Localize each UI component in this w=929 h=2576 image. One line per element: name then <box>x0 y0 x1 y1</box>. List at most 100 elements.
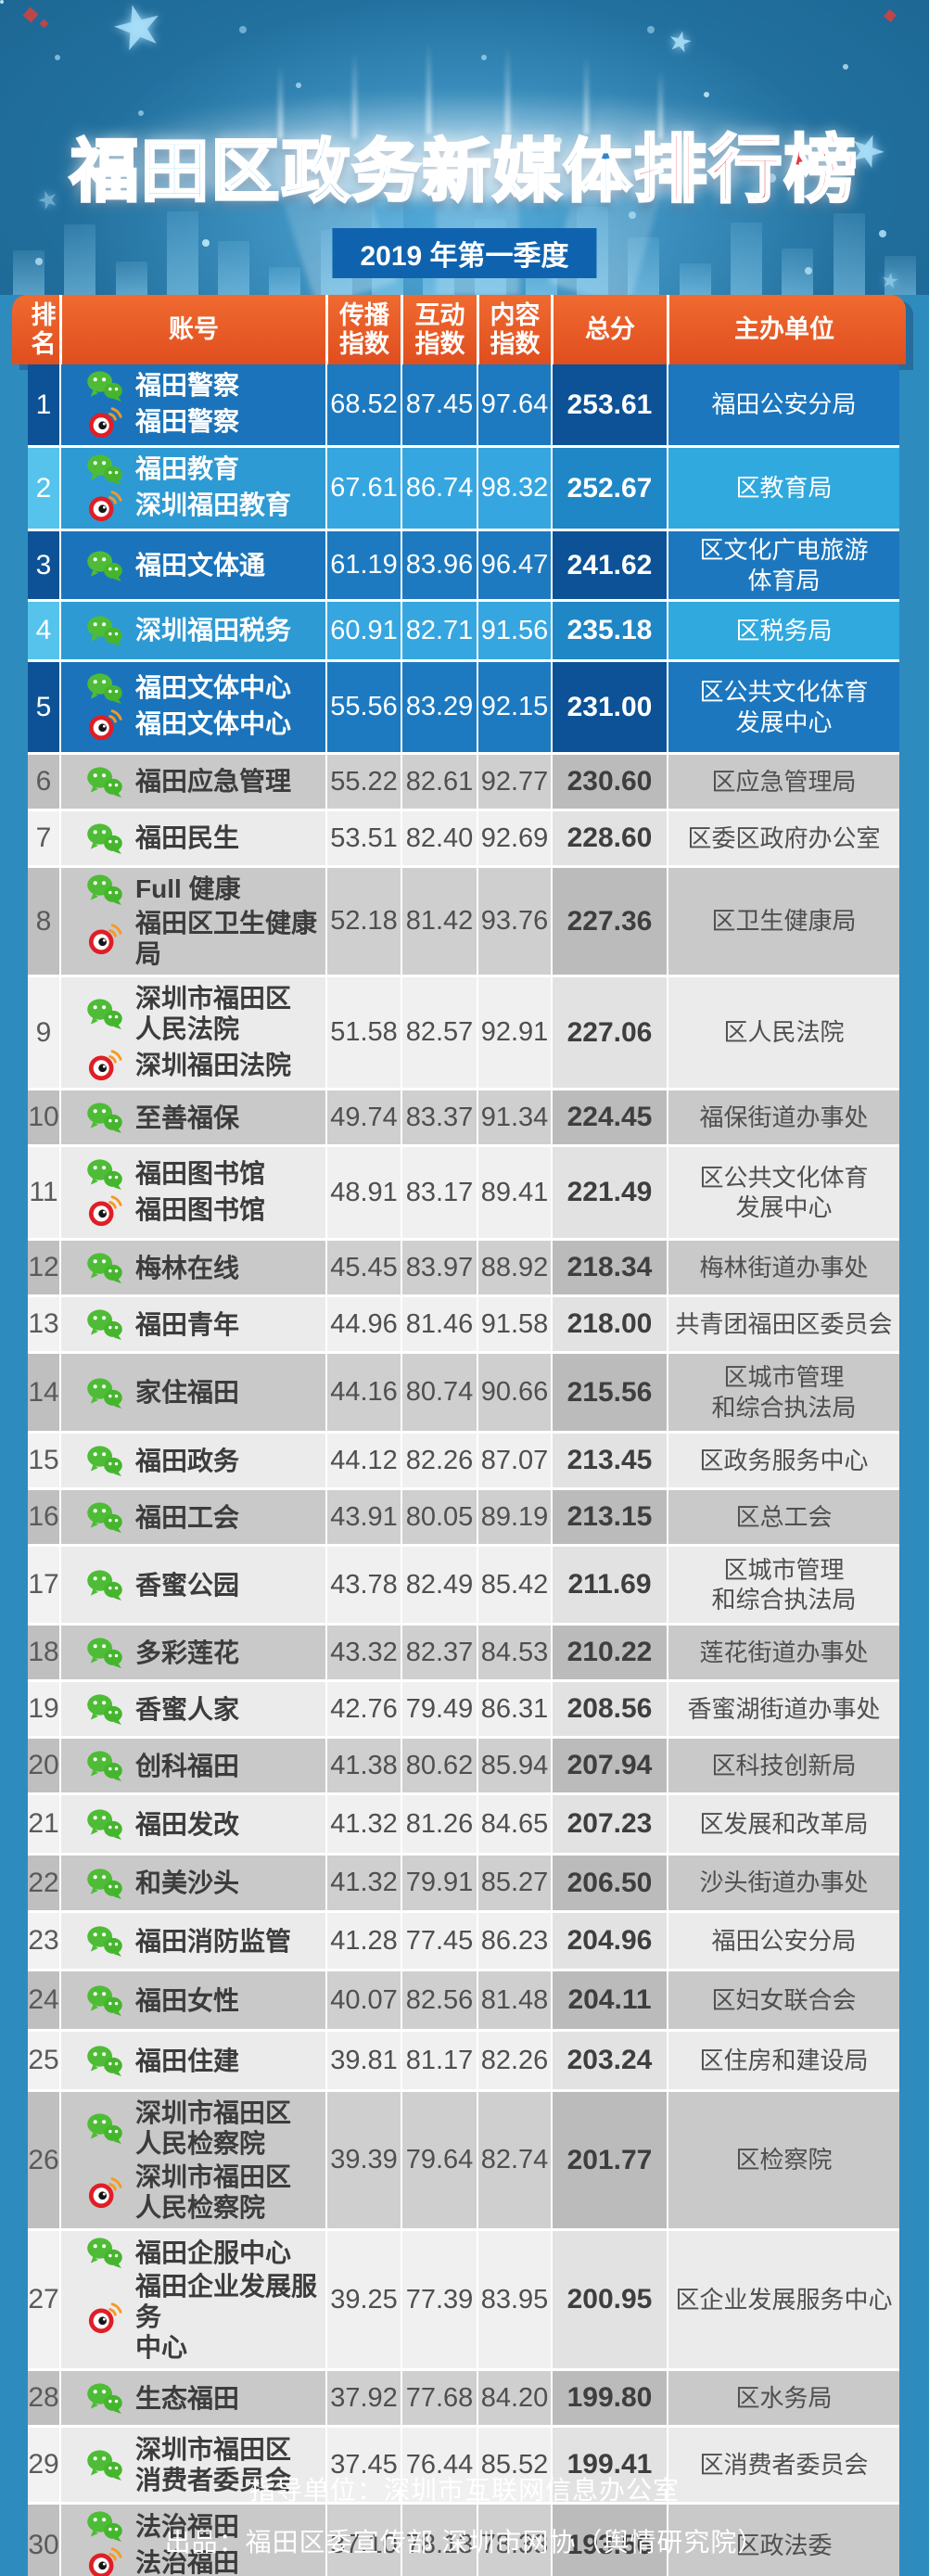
content-index-cell: 85.94 <box>477 1739 551 1793</box>
organizer-cell: 区消费者委员会 <box>667 2428 899 2503</box>
title-ranking: 排行榜 <box>632 127 859 212</box>
wechat-icon <box>85 550 124 581</box>
table-row: 2 福田教育 深圳福田教育 67.61 86.74 98.32 252.67 区教育局 <box>28 448 899 531</box>
wechat-icon <box>85 2449 124 2481</box>
account-line: 福田文体通 <box>85 550 265 581</box>
rank-cell: 17 <box>28 1547 59 1624</box>
spread-index-cell: 67.61 <box>325 448 401 529</box>
account-line: 至善福保 <box>85 1102 239 1134</box>
total-score-cell: 228.60 <box>551 811 667 865</box>
interact-index-cell: 82.37 <box>401 1626 477 1680</box>
total-score-cell: 213.15 <box>551 1490 667 1545</box>
organizer-cell: 梅林街道办事处 <box>667 1241 899 1295</box>
total-score-cell: 224.45 <box>551 1090 667 1145</box>
spread-index-cell: 37.45 <box>325 2428 401 2503</box>
account-name: 福田发改 <box>135 1809 240 1839</box>
spread-index-cell: 60.91 <box>325 602 401 659</box>
account-cell: 家住福田 <box>59 1354 325 1432</box>
organizer-cell: 福保街道办事处 <box>667 1090 899 1145</box>
total-score-cell: 235.18 <box>551 602 667 659</box>
organizer-cell: 区政务服务中心 <box>667 1434 899 1488</box>
content-index-cell: 96.47 <box>477 531 551 599</box>
table-row: 16 福田工会 43.91 80.05 89.19 213.15 区总工会 <box>28 1490 899 1548</box>
wechat-icon <box>85 823 124 854</box>
table-row: 17 香蜜公园 43.78 82.49 85.42 211.69 区城市管理 和综合执法局 <box>28 1547 899 1626</box>
organizer-cell: 莲花街道办事处 <box>667 1626 899 1680</box>
wechat-icon <box>85 1925 124 1958</box>
column-header-total-score: 总分 <box>551 295 667 364</box>
rank-cell: 16 <box>28 1490 59 1545</box>
account-name: 福田教育 <box>135 454 240 484</box>
account-line: 多彩莲花 <box>85 1637 239 1669</box>
table-row: 1 福田警察 福田警察 68.52 87.45 97.64 253.61 福田公安分局 <box>28 364 899 448</box>
interact-index-cell: 79.64 <box>401 2092 477 2229</box>
sparkle-dots-decoration <box>0 0 4 4</box>
wechat-icon <box>85 1569 124 1601</box>
star-icon: ★ <box>664 24 696 60</box>
organizer-cell: 区检察院 <box>667 2092 899 2229</box>
flame-streak-decoration <box>658 70 663 139</box>
total-score-cell: 201.77 <box>551 2092 667 2229</box>
interact-index-cell: 82.26 <box>401 1434 477 1488</box>
organizer-cell: 区科技创新局 <box>667 1739 899 1793</box>
rank-cell: 30 <box>28 2505 59 2576</box>
account-line: 创科福田 <box>85 1750 239 1782</box>
spread-index-cell: 43.91 <box>325 1490 401 1545</box>
weibo-icon <box>85 1192 124 1228</box>
column-header-spread-index: 传播 指数 <box>325 295 401 364</box>
table-row: 9 深圳市福田区 人民法院 深圳福田法院 51.58 82.57 92.91 227.06 区… <box>28 977 899 1091</box>
interact-index-cell: 78.13 <box>401 2505 477 2576</box>
interact-index-cell: 77.68 <box>401 2371 477 2426</box>
rank-cell: 29 <box>28 2428 59 2503</box>
account-line: 梅林在线 <box>85 1252 239 1284</box>
organizer-cell: 区税务局 <box>667 602 899 659</box>
interact-index-cell: 77.45 <box>401 1913 477 1970</box>
wechat-icon <box>85 2112 124 2145</box>
account-name: 福田住建 <box>135 2046 240 2075</box>
account-line: 福田女性 <box>85 1984 239 2017</box>
spread-index-cell: 68.52 <box>325 364 401 445</box>
table-header: 排 名 账号 传播 指数 互动 指数 内容 指数 总分 主办单位 <box>12 295 906 364</box>
account-line: 福田企服中心 <box>85 2237 291 2269</box>
account-name: 福田青年 <box>135 1309 240 1339</box>
interact-index-cell: 87.45 <box>401 364 477 445</box>
content-index-cell: 92.91 <box>477 977 551 1089</box>
account-cell: 香蜜公园 <box>59 1547 325 1624</box>
account-line: 深圳福田教育 <box>85 488 291 523</box>
table-row: 11 福田图书馆 福田图书馆 48.91 83.17 89.41 221.49 区公共文化体育… <box>28 1147 899 1242</box>
total-score-cell: 253.61 <box>551 364 667 445</box>
account-name: 福田政务 <box>135 1446 240 1475</box>
total-score-cell: 252.67 <box>551 448 667 529</box>
organizer-cell: 区城市管理 和综合执法局 <box>667 1354 899 1432</box>
interact-index-cell: 80.05 <box>401 1490 477 1545</box>
table-row: 20 创科福田 41.38 80.62 85.94 207.94 区科技创新局 <box>28 1739 899 1796</box>
account-line: 福田青年 <box>85 1308 240 1341</box>
spread-index-cell: 42.76 <box>325 1682 401 1737</box>
content-index-cell: 86.31 <box>477 1682 551 1737</box>
period-banner: 2019 年第一季度 <box>332 228 597 278</box>
total-score-cell: 204.11 <box>551 1971 667 2030</box>
content-index-cell: 83.95 <box>477 2231 551 2369</box>
content-index-cell: 92.15 <box>477 662 551 752</box>
title-subject: 政务新媒体 <box>280 132 634 211</box>
organizer-cell: 共青团福田区委员会 <box>667 1297 899 1352</box>
spread-index-cell: 61.19 <box>325 531 401 599</box>
weibo-icon <box>85 707 124 742</box>
organizer-cell: 区应急管理局 <box>667 755 899 809</box>
header-art: ★ ★ ★ ★ ★ 福田区政务新媒体排行榜 2019 年第一季度 <box>0 0 929 295</box>
confetti-decoration <box>22 6 39 23</box>
spread-index-cell: 39.81 <box>325 2032 401 2090</box>
content-index-cell: 92.77 <box>477 755 551 809</box>
account-line: 法治福田 <box>85 2544 239 2576</box>
table-row: 26 深圳市福田区 人民检察院 深圳市福田区 人民检察院 39.39 79.64 82.7… <box>28 2092 899 2232</box>
spread-index-cell: 40.07 <box>325 1971 401 2030</box>
account-name: 深圳市福田区 消费者委员会 <box>135 2435 292 2495</box>
account-line: 和美沙头 <box>85 1868 239 1899</box>
organizer-cell: 区妇女联合会 <box>667 1971 899 2030</box>
wechat-icon <box>85 2510 124 2543</box>
spread-index-cell: 53.51 <box>325 811 401 865</box>
column-header-content-index: 内容 指数 <box>477 295 551 364</box>
account-line: 福田警察 <box>85 370 239 402</box>
total-score-cell: 203.24 <box>551 2032 667 2090</box>
